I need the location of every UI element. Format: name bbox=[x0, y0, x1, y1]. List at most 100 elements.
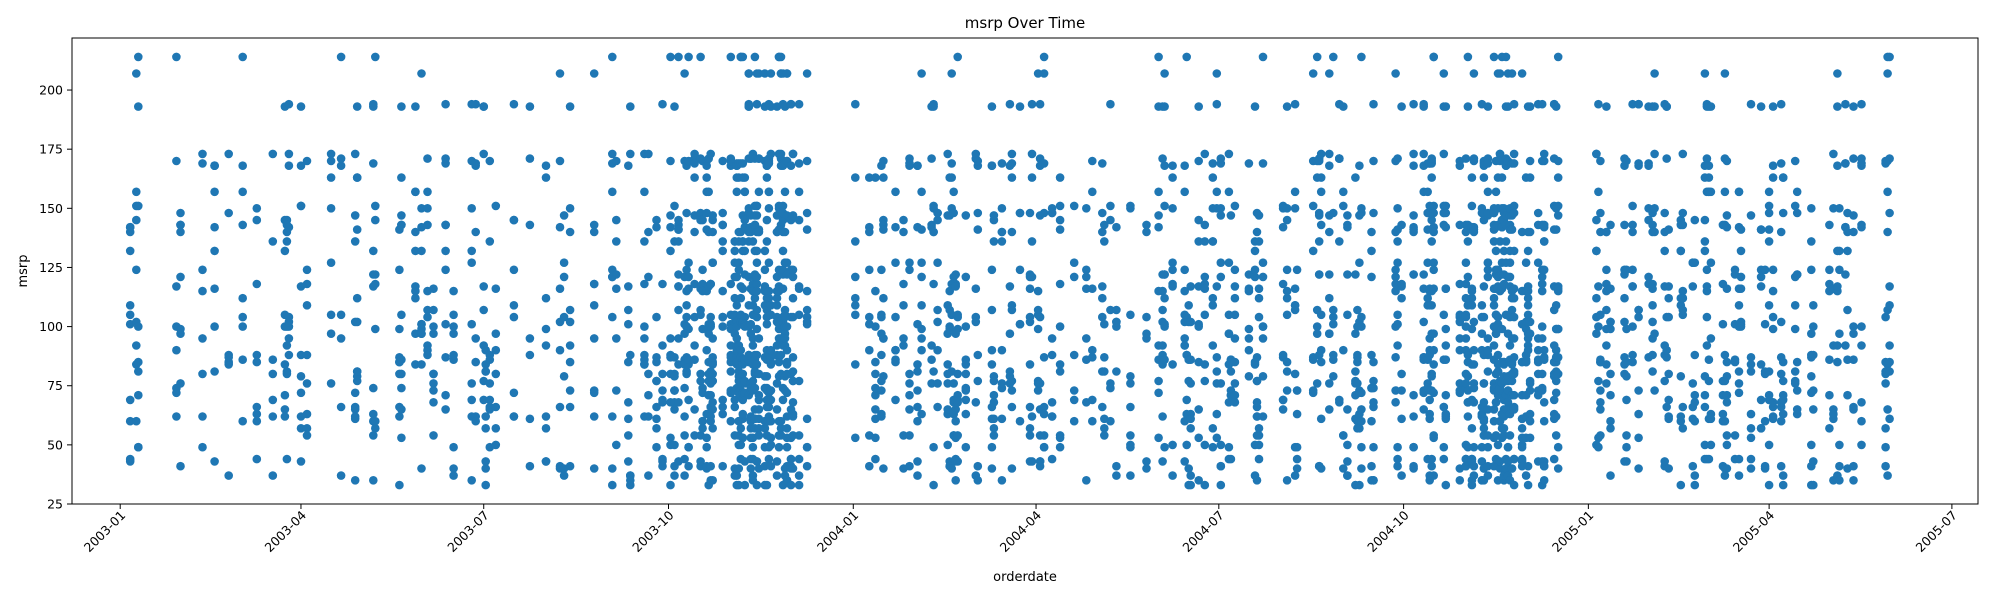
data-point bbox=[1551, 412, 1561, 421]
data-point bbox=[766, 395, 776, 405]
data-point bbox=[1112, 471, 1121, 480]
data-point bbox=[1756, 360, 1766, 369]
data-point bbox=[1622, 457, 1631, 466]
data-point bbox=[296, 424, 306, 433]
data-point bbox=[1393, 310, 1402, 320]
data-point bbox=[326, 204, 336, 213]
data-point bbox=[718, 220, 727, 230]
data-point bbox=[134, 201, 143, 211]
data-point bbox=[1676, 412, 1686, 421]
data-point bbox=[1369, 442, 1378, 452]
data-point bbox=[1160, 270, 1169, 279]
data-point bbox=[1523, 480, 1533, 490]
data-point bbox=[350, 412, 360, 421]
data-point bbox=[1353, 379, 1362, 388]
data-point bbox=[1335, 237, 1344, 246]
data-point bbox=[1025, 431, 1035, 440]
data-point bbox=[449, 286, 458, 296]
data-point bbox=[1746, 454, 1756, 464]
data-point bbox=[1212, 353, 1222, 362]
data-point bbox=[706, 279, 715, 289]
data-point bbox=[1628, 322, 1637, 331]
data-point bbox=[1702, 154, 1712, 163]
data-point bbox=[943, 360, 952, 369]
data-point bbox=[1369, 376, 1378, 386]
data-point bbox=[1106, 379, 1115, 388]
data-point bbox=[268, 237, 278, 246]
data-point bbox=[624, 319, 633, 329]
data-point bbox=[1098, 312, 1107, 322]
data-point bbox=[772, 341, 782, 350]
data-point bbox=[1168, 161, 1177, 170]
data-point bbox=[1857, 398, 1866, 407]
data-point bbox=[1351, 173, 1360, 182]
data-point bbox=[1441, 324, 1451, 334]
data-point bbox=[198, 369, 207, 379]
data-point bbox=[467, 379, 477, 388]
data-point bbox=[1602, 305, 1611, 315]
data-point bbox=[467, 204, 477, 213]
data-point bbox=[411, 227, 420, 237]
data-point bbox=[1393, 258, 1402, 268]
data-point bbox=[1469, 471, 1479, 480]
data-point bbox=[913, 402, 922, 412]
data-point bbox=[1282, 367, 1292, 376]
data-point bbox=[449, 471, 458, 480]
data-point bbox=[1106, 305, 1115, 315]
data-point bbox=[1736, 284, 1746, 294]
data-point bbox=[640, 279, 649, 289]
data-point bbox=[1483, 187, 1493, 197]
data-point bbox=[1746, 367, 1756, 376]
data-point bbox=[1495, 237, 1505, 246]
data-point bbox=[740, 215, 750, 225]
data-point bbox=[1537, 386, 1547, 395]
data-point bbox=[565, 227, 575, 237]
data-point bbox=[1244, 334, 1254, 343]
data-point bbox=[296, 102, 306, 111]
data-point bbox=[1881, 424, 1890, 433]
data-point bbox=[1088, 284, 1097, 294]
data-point bbox=[1343, 310, 1352, 320]
data-point bbox=[680, 383, 689, 393]
x-tick-label: 2004-10 bbox=[1364, 507, 1412, 555]
data-point bbox=[752, 480, 762, 490]
data-point bbox=[1463, 102, 1473, 111]
data-point bbox=[1596, 405, 1605, 414]
data-point bbox=[1509, 480, 1519, 490]
data-point bbox=[284, 99, 294, 109]
data-point bbox=[1194, 433, 1203, 443]
data-point bbox=[1439, 149, 1449, 159]
data-point bbox=[1252, 227, 1262, 237]
data-point bbox=[1208, 341, 1218, 350]
data-point bbox=[1509, 369, 1519, 379]
data-point bbox=[1678, 293, 1688, 303]
data-point bbox=[1849, 329, 1858, 339]
data-point bbox=[1756, 282, 1766, 291]
data-point bbox=[877, 409, 886, 419]
data-point bbox=[1491, 187, 1501, 197]
data-point bbox=[296, 161, 306, 170]
data-point bbox=[541, 161, 551, 170]
data-point bbox=[1885, 282, 1894, 291]
data-point bbox=[1112, 222, 1121, 232]
data-point bbox=[1778, 471, 1788, 480]
data-point bbox=[1343, 222, 1352, 232]
data-point bbox=[176, 461, 185, 471]
data-point bbox=[949, 379, 958, 388]
x-axis: 2003-01 2003-04 2003-07 2003-10 2004-01 2004-… bbox=[81, 504, 1960, 555]
data-point bbox=[369, 383, 378, 393]
data-point bbox=[1841, 341, 1850, 350]
data-point bbox=[762, 319, 772, 329]
data-point bbox=[1254, 211, 1264, 220]
data-point bbox=[1606, 284, 1615, 294]
data-point bbox=[1158, 286, 1167, 296]
data-point bbox=[666, 211, 675, 220]
data-point bbox=[1509, 405, 1519, 414]
data-point bbox=[1088, 353, 1097, 362]
data-point bbox=[1329, 208, 1338, 218]
data-point bbox=[1278, 222, 1288, 232]
data-point bbox=[1182, 395, 1191, 405]
data-point bbox=[1602, 360, 1611, 369]
data-point bbox=[788, 149, 798, 159]
data-point bbox=[1467, 201, 1477, 211]
